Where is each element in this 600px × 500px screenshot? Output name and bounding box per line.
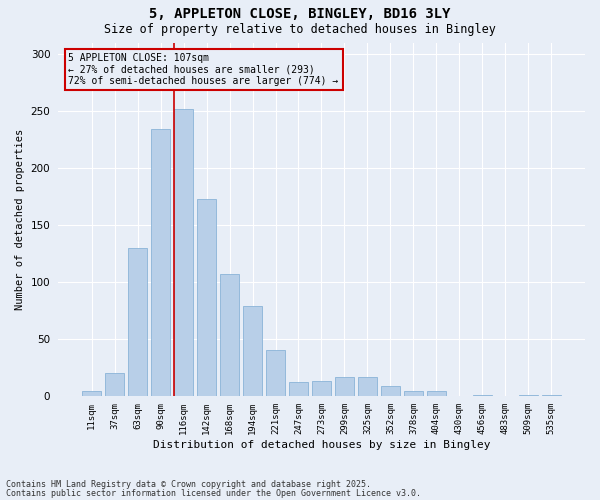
Bar	[473, 395, 492, 396]
Bar	[542, 395, 561, 396]
Text: 5, APPLETON CLOSE, BINGLEY, BD16 3LY: 5, APPLETON CLOSE, BINGLEY, BD16 3LY	[149, 8, 451, 22]
Bar	[128, 248, 148, 396]
Bar	[427, 392, 446, 396]
Bar	[518, 395, 538, 396]
Bar	[404, 392, 423, 396]
Bar	[82, 392, 101, 396]
Text: Size of property relative to detached houses in Bingley: Size of property relative to detached ho…	[104, 22, 496, 36]
Y-axis label: Number of detached properties: Number of detached properties	[15, 128, 25, 310]
Bar	[220, 274, 239, 396]
Bar	[312, 381, 331, 396]
Bar	[243, 306, 262, 396]
Bar	[105, 373, 124, 396]
Bar	[174, 108, 193, 396]
Text: Contains HM Land Registry data © Crown copyright and database right 2025.: Contains HM Land Registry data © Crown c…	[6, 480, 371, 489]
Bar	[266, 350, 285, 396]
Bar	[197, 198, 217, 396]
Bar	[380, 386, 400, 396]
Text: 5 APPLETON CLOSE: 107sqm
← 27% of detached houses are smaller (293)
72% of semi-: 5 APPLETON CLOSE: 107sqm ← 27% of detach…	[68, 53, 339, 86]
Text: Contains public sector information licensed under the Open Government Licence v3: Contains public sector information licen…	[6, 490, 421, 498]
Bar	[335, 376, 354, 396]
Bar	[151, 129, 170, 396]
X-axis label: Distribution of detached houses by size in Bingley: Distribution of detached houses by size …	[153, 440, 490, 450]
Bar	[358, 376, 377, 396]
Bar	[289, 382, 308, 396]
